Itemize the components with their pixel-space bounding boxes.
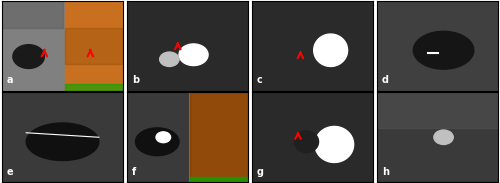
Polygon shape: [414, 31, 474, 69]
Circle shape: [160, 52, 179, 66]
Text: c: c: [257, 75, 262, 85]
Text: a: a: [7, 75, 14, 85]
Text: b: b: [132, 75, 139, 85]
Polygon shape: [294, 131, 318, 153]
Text: d: d: [382, 75, 389, 85]
Circle shape: [156, 132, 170, 143]
Bar: [65, 1, 123, 91]
Text: h: h: [382, 167, 389, 177]
Polygon shape: [314, 34, 348, 66]
Circle shape: [179, 44, 208, 66]
Polygon shape: [136, 128, 179, 156]
Polygon shape: [13, 45, 44, 68]
Text: g: g: [257, 167, 264, 177]
Text: f: f: [132, 167, 136, 177]
Circle shape: [434, 130, 453, 144]
Text: e: e: [7, 167, 14, 177]
Bar: [188, 92, 248, 182]
Polygon shape: [26, 123, 99, 160]
Polygon shape: [315, 126, 354, 163]
